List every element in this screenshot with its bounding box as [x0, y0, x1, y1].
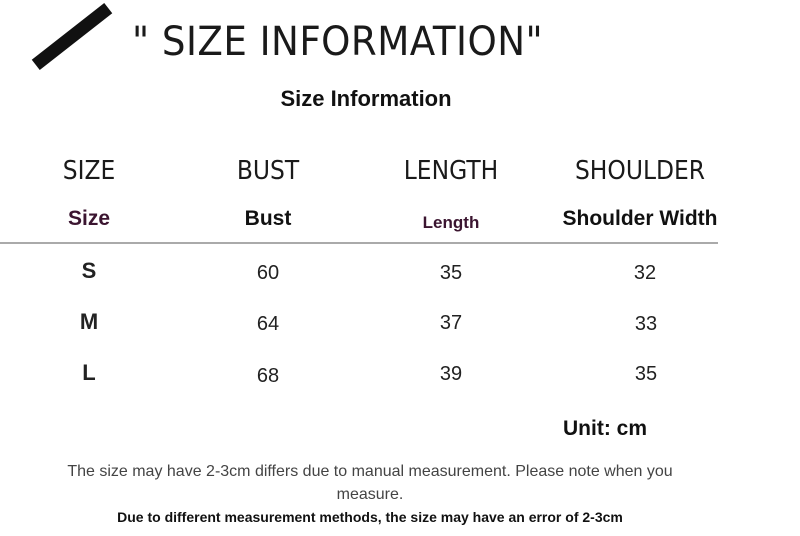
cell-size: L — [82, 360, 96, 385]
header-shoulder: SHOULDER — [574, 156, 706, 186]
cell-size: M — [79, 309, 99, 334]
cell-length: 37 — [439, 312, 463, 334]
cell-size: S — [81, 258, 97, 283]
table-divider — [0, 242, 718, 244]
unit-label: Unit: cm — [563, 417, 647, 440]
note-line-2: measure. — [336, 486, 404, 503]
subtitle: Size Information — [280, 86, 452, 111]
header-bust: BUST — [236, 156, 300, 186]
subheader-size: Size — [67, 207, 111, 230]
cell-shoulder: 35 — [634, 363, 658, 385]
cell-shoulder: 32 — [633, 262, 657, 284]
cell-bust: 64 — [256, 313, 280, 335]
notes: The size may have 2-3cm differs due to m… — [0, 460, 740, 529]
subheader-bust: Bust — [244, 207, 292, 230]
cell-bust: 60 — [256, 262, 280, 284]
header-length: LENGTH — [403, 156, 499, 186]
cell-length: 39 — [439, 363, 463, 385]
subheader-shoulder: Shoulder Width — [562, 207, 718, 230]
note-line-1: The size may have 2-3cm differs due to m… — [67, 463, 673, 480]
banner-title: " SIZE INFORMATION" — [132, 19, 544, 65]
cell-bust: 68 — [256, 365, 280, 387]
subheader-length: Length — [422, 213, 480, 232]
note-line-3: Due to different measurement methods, th… — [117, 509, 623, 525]
cell-shoulder: 33 — [634, 313, 658, 335]
decorative-slash — [31, 3, 113, 70]
cell-length: 35 — [439, 262, 463, 284]
header-size: SIZE — [62, 156, 116, 186]
